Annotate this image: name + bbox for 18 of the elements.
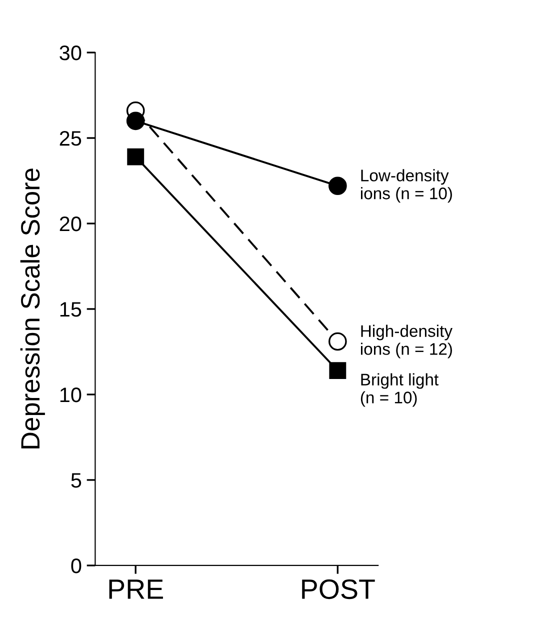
y-tick-label: 15 (60, 302, 82, 317)
x-tick-label: POST (302, 579, 375, 600)
y-tick-label: 20 (60, 216, 82, 232)
series-label: Bright light (n = 10) (360, 373, 439, 407)
point (329, 362, 346, 380)
x-tick-label: PRE (109, 580, 163, 599)
y-tick-label: 0 (71, 558, 82, 574)
y-tick-label: 5 (71, 473, 82, 488)
point (126, 112, 145, 130)
y-tick-label: 25 (60, 131, 82, 146)
y-axis-title: Depression Scale Score (20, 168, 45, 448)
y-tick-label: 10 (60, 387, 82, 402)
point (328, 176, 347, 196)
point (328, 332, 347, 351)
series-label: Low-density ions (n = 10) (361, 169, 452, 203)
series-label: High-density ions (n = 12) (361, 324, 452, 358)
point (127, 148, 144, 166)
y-tick-label: 30 (60, 46, 82, 60)
